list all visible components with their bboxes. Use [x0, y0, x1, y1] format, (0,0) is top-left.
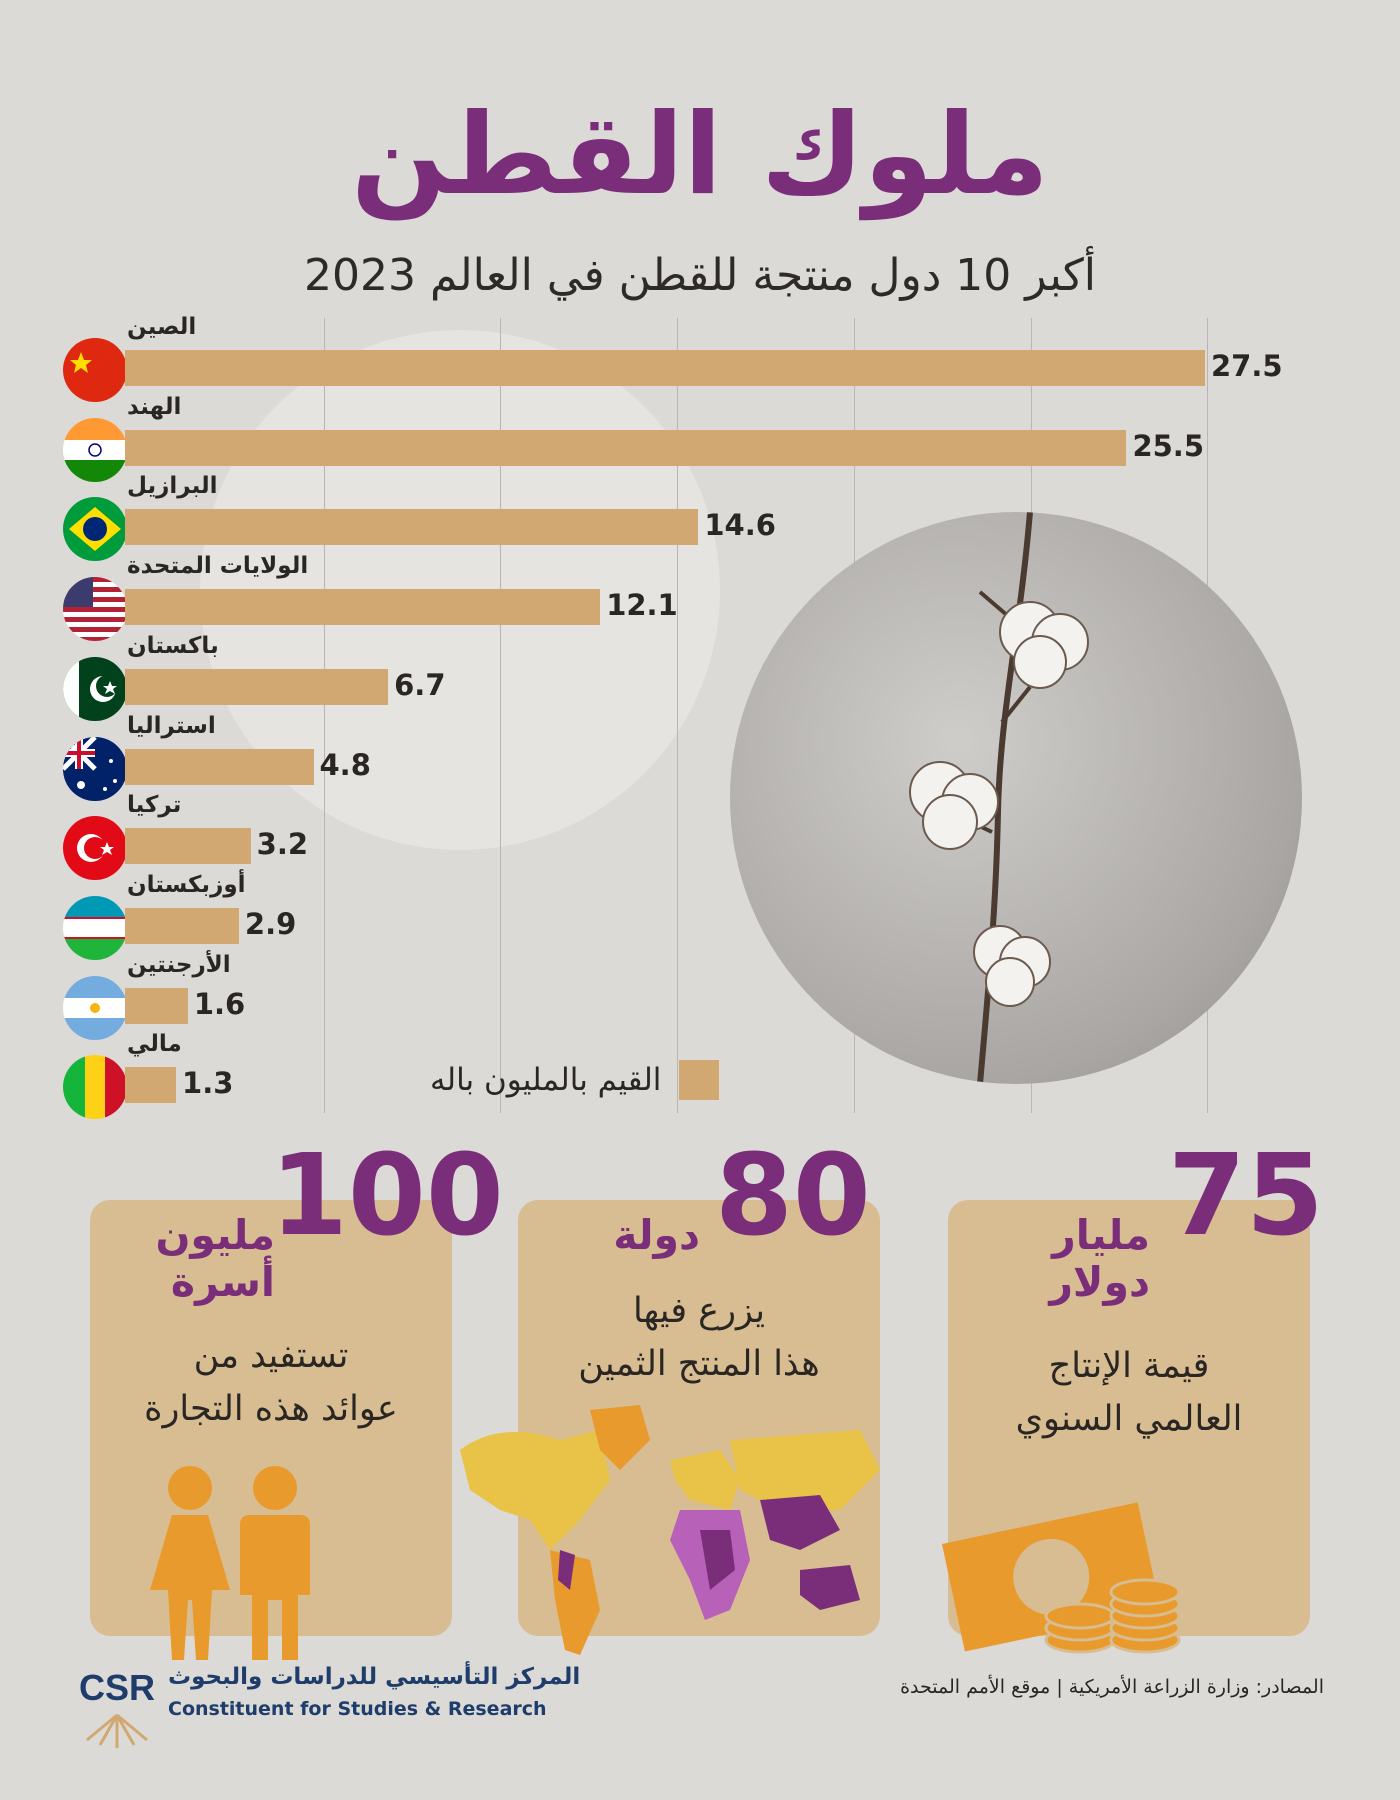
argentina-flag-icon: [63, 975, 127, 1040]
logo-abbr: CSR: [79, 1667, 155, 1708]
bar-6: [125, 748, 314, 785]
countries-unit-line1: دولة: [613, 1211, 700, 1259]
turkey-flag-icon: [63, 816, 127, 881]
bar-3: [125, 509, 699, 546]
bar-chart: 27.5 الصين 25.5 الهند 14.6 البرازيل 12.1 الولاي…: [63, 314, 1283, 1120]
value-number: 75: [1168, 1131, 1324, 1261]
category-label: تركيا: [127, 792, 182, 819]
bar-5: [125, 668, 389, 705]
bar-value-label: 3.2: [256, 827, 309, 862]
cotton-plant-photo: [730, 512, 1302, 1084]
legend-label: القيم بالمليون باله: [430, 1062, 662, 1098]
page-title: ملوك القطن: [351, 90, 1049, 220]
logo-arabic-name: المركز التأسيسي للدراسات والبحوث: [168, 1664, 581, 1690]
value-unit: مليار دولار: [1000, 1211, 1150, 1307]
legend-swatch: [679, 1060, 720, 1100]
countries-desc-line2: هذا المنتج الثمين: [578, 1343, 820, 1384]
bar-value-label: 4.8: [319, 747, 371, 782]
grid-line: [677, 318, 679, 1113]
bar-8: [125, 907, 239, 944]
category-label: الولايات المتحدة: [127, 553, 309, 580]
value-unit-line2: دولار: [1049, 1258, 1150, 1307]
value-desc-line1: قيمة الإنتاج: [1048, 1346, 1210, 1386]
countries-description: يزرع فيها هذا المنتج الثمين: [518, 1285, 880, 1390]
countries-number: 80: [715, 1131, 871, 1261]
category-label: استراليا: [127, 712, 216, 739]
bar-4: [125, 589, 601, 626]
countries-desc-line1: يزرع فيها: [632, 1291, 766, 1331]
bar-value-label: 27.5: [1211, 349, 1283, 383]
households-unit: مليون أسرة: [115, 1211, 275, 1307]
bar-9: [125, 987, 188, 1024]
value-desc-line2: العالمي السنوي: [1015, 1398, 1243, 1439]
australia-flag-icon: [63, 736, 127, 801]
category-label: أوزبكستان: [127, 871, 246, 898]
households-desc-line2: عوائد هذه التجارة: [144, 1388, 398, 1429]
money-icon: [942, 1502, 1181, 1654]
sources-note: المصادر: وزارة الزراعة الأمريكية | موقع …: [900, 1676, 1324, 1698]
households-number: 100: [270, 1131, 504, 1261]
uzbekistan-flag-icon: [63, 895, 127, 960]
pakistan-flag-icon: [63, 656, 127, 721]
grid-line: [500, 318, 502, 1113]
category-label: الصين: [127, 314, 197, 340]
households-description: تستفيد من عوائد هذه التجارة: [90, 1330, 452, 1435]
china-flag-icon: [63, 338, 127, 402]
category-label: باكستان: [127, 632, 219, 659]
bar-7: [125, 828, 251, 865]
category-label: مالي: [127, 1031, 182, 1058]
chart-legend: القيم بالمليون باله: [430, 1058, 720, 1102]
bar-value-label: 2.9: [244, 906, 297, 941]
bar-value-label: 14.6: [704, 508, 776, 543]
value-description: قيمة الإنتاج العالمي السنوي: [948, 1340, 1310, 1445]
bar-value-label: 1.3: [182, 1066, 234, 1101]
csr-logo-icon: CSR: [79, 1667, 155, 1748]
category-label: البرازيل: [127, 473, 218, 500]
stat-card-households: [90, 1200, 452, 1660]
chart-subtitle: أكبر 10 دول منتجة للقطن في العالم 2023: [303, 250, 1097, 301]
category-label: الأرجنتين: [127, 951, 231, 978]
bar-value-label: 25.5: [1132, 428, 1205, 463]
bar-value-label: 12.1: [606, 588, 678, 623]
countries-unit: دولة: [560, 1211, 700, 1259]
mali-flag-icon: [63, 1055, 127, 1120]
people-icon: [150, 1466, 310, 1660]
grid-line: [323, 318, 325, 1113]
households-unit-line2: أسرة: [170, 1258, 275, 1307]
bar-value-label: 6.7: [394, 667, 446, 702]
households-desc-line1: تستفيد من: [193, 1336, 349, 1376]
bar-10: [125, 1067, 177, 1104]
households-unit-line1: مليون: [155, 1211, 275, 1259]
bar-2: [125, 429, 1127, 466]
brazil-flag-icon: [63, 497, 127, 562]
usa-flag-icon: [63, 577, 127, 642]
logo-english-name: Constituent for Studies & Research: [168, 1698, 547, 1720]
bar-1: [125, 350, 1205, 386]
india-flag-icon: [63, 417, 127, 482]
bar-value-label: 1.6: [193, 986, 246, 1021]
world-map-icon: [460, 1405, 880, 1655]
category-label: الهند: [127, 393, 182, 420]
value-unit-line1: مليار: [1052, 1211, 1150, 1259]
